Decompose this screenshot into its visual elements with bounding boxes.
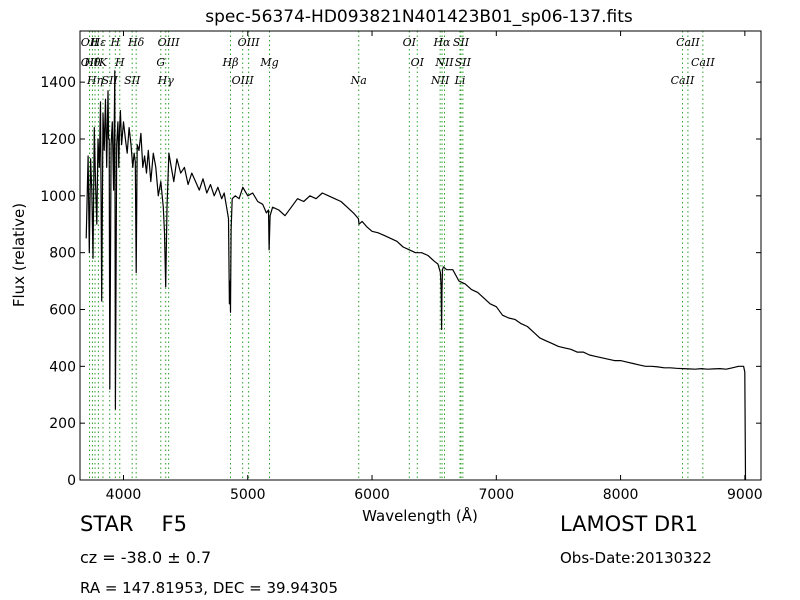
x-tick-label: 6000 [354, 487, 390, 503]
spectral-line-label: NII [430, 74, 450, 87]
redshift-readout: cz = -38.0 ± 0.7 [80, 548, 212, 567]
spectral-line-label: Hα [432, 36, 451, 49]
y-tick-label: 400 [49, 359, 76, 375]
spectrum-line [85, 70, 747, 481]
spectral-line-label: OII [81, 36, 99, 49]
spectral-line-markers [89, 31, 704, 480]
spectral-line-label: OIII [238, 36, 261, 49]
spectral-line-label: Hθ [83, 56, 101, 69]
spectral-line-label: CaII [671, 74, 695, 87]
y-axis-label: Flux (relative) [10, 203, 28, 307]
spectral-line-label: Hβ [222, 56, 239, 69]
spectral-line-labels: OIIOIIHθHηHεKSIIHHSIIHδGHγOIIIHβOIIIOIII… [81, 36, 716, 87]
x-axis: 4000 5000 6000 7000 8000 9000 [106, 31, 763, 503]
spectral-line-label: SII [455, 56, 472, 69]
spectral-line-label: Li [454, 74, 466, 87]
y-axis: 0 200 400 600 800 1000 1200 1400 [40, 75, 761, 489]
spectral-line-label: Hε [90, 36, 107, 49]
plot-frame [79, 30, 762, 481]
spectral-line-label: OIII [158, 36, 181, 49]
x-tick-label: 7000 [478, 487, 514, 503]
y-tick-label: 600 [49, 302, 76, 318]
y-tick-label: 200 [49, 416, 76, 432]
spectral-line-label: OI [411, 56, 425, 69]
spectral-line-label: Hδ [127, 36, 145, 49]
spectral-line-label: OII [81, 56, 99, 69]
spectral-line-label: Na [350, 74, 367, 87]
spectral-line-label: K [98, 56, 108, 69]
y-tick-label: 800 [49, 246, 76, 262]
x-tick-label: 4000 [106, 487, 142, 503]
spectral-line-label: SII [102, 74, 119, 87]
x-tick-label: 5000 [230, 487, 266, 503]
x-tick-label: 8000 [603, 487, 639, 503]
spectral-line-label: OI [403, 36, 417, 49]
spectral-line-label: CaII [691, 56, 715, 69]
spectral-line-label: H [114, 56, 125, 69]
spectral-line-label: Hγ [157, 74, 175, 87]
spectral-line-label: Mg [259, 56, 278, 69]
spectral-line-label: NII [434, 56, 454, 69]
spectral-line-label: SII [124, 74, 141, 87]
y-tick-label: 1400 [40, 75, 76, 91]
observation-date: Obs-Date:20130322 [560, 549, 712, 567]
x-axis-label: Wavelength (Å) [362, 506, 478, 525]
spectral-line-label: OIII [232, 74, 255, 87]
object-subclass: F5 [161, 512, 187, 536]
object-class: STAR [80, 512, 134, 536]
spectral-line-label: G [156, 56, 165, 69]
y-tick-label: 1200 [40, 132, 76, 148]
object-classification: STAR F5 [80, 512, 187, 536]
spectral-line-label: Hη [86, 74, 104, 87]
y-tick-label: 0 [67, 473, 76, 489]
coordinates-readout: RA = 147.81953, DEC = 39.94305 [80, 579, 339, 597]
x-tick-label: 9000 [727, 487, 763, 503]
spectral-line-label: CaII [676, 36, 700, 49]
survey-name: LAMOST DR1 [560, 512, 699, 536]
spectral-line-label: SII [453, 36, 470, 49]
chart-title: spec-56374-HD093821N401423B01_sp06-137.f… [205, 7, 633, 27]
y-tick-label: 1000 [40, 189, 76, 205]
spectral-line-label: H [109, 36, 120, 49]
